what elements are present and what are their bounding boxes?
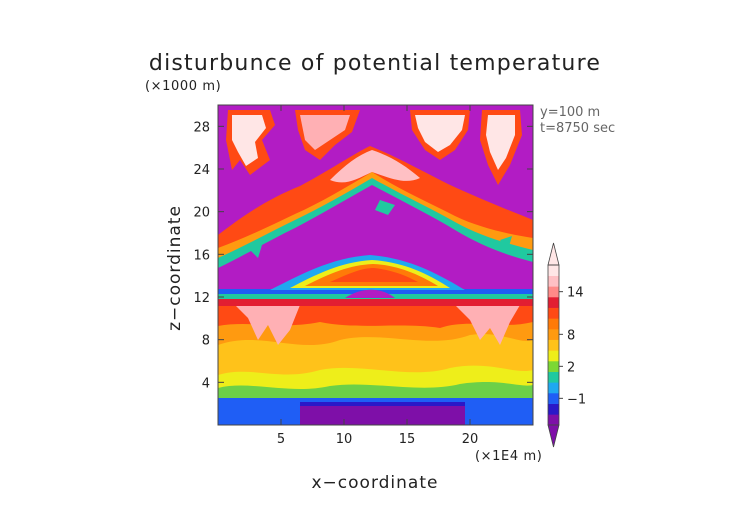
x-tick-label: 5	[277, 432, 285, 447]
patch-far-right-pink	[486, 115, 515, 170]
x-tick-label: 15	[399, 432, 416, 447]
y-axis-unit: (×1000 m)	[145, 79, 221, 94]
y-tick-label: 4	[202, 376, 210, 391]
upper-speckle	[250, 200, 512, 258]
colorbar-swatch	[548, 350, 559, 362]
colorbar-swatch	[548, 361, 559, 372]
green-band	[218, 382, 533, 403]
plot-frame	[217, 104, 534, 426]
colorbar-swatch	[548, 403, 559, 415]
colorbar-extend-bottom	[547, 424, 560, 448]
patch-left-pink	[232, 115, 266, 166]
colorbar-tick-label: −1	[567, 392, 586, 407]
colorbar-extend-top	[547, 242, 560, 266]
surface-edge	[300, 402, 465, 406]
annotation-y: y=100 m	[540, 105, 600, 120]
x-tick-label: 20	[462, 432, 479, 447]
colorbar-swatch	[548, 339, 559, 351]
dome-red	[330, 268, 418, 282]
chart-title: disturbunce of potential temperature	[149, 51, 601, 76]
surface-core	[300, 404, 465, 425]
colorbar-swatch	[548, 307, 559, 319]
patch-right-pink	[415, 115, 465, 152]
y-tick-label: 20	[193, 206, 210, 221]
dome-cap	[345, 289, 395, 298]
x-axis-ticks: 5 10 15 20	[277, 105, 478, 447]
colorbar-swatch	[548, 329, 559, 340]
colorbar-tick-label: 2	[567, 360, 575, 375]
colorbar-tick-label: 8	[567, 328, 575, 343]
colorbar-swatch	[548, 393, 559, 404]
colorbar-swatch	[548, 414, 559, 426]
colorbar: 14 8 2 −1	[547, 242, 586, 448]
colorbar-swatch	[548, 265, 559, 276]
colorbar-swatch	[548, 382, 559, 394]
x-axis-unit: (×1E4 m)	[475, 449, 542, 464]
inversion-red	[218, 298, 533, 306]
patch-center-light	[300, 115, 350, 150]
y-tick-label: 24	[193, 163, 210, 178]
pink-spires-left	[235, 305, 300, 345]
colorbar-swatch	[548, 297, 559, 308]
upper-arc-pink	[330, 150, 420, 183]
annotation-t: t=8750 sec	[540, 121, 615, 136]
y-tick-label: 16	[193, 248, 210, 263]
colorbar-swatch	[548, 275, 559, 287]
heatmap-field	[218, 105, 533, 425]
pink-spires-right	[455, 305, 520, 345]
y-tick-label: 12	[193, 291, 210, 306]
colorbar-swatch	[548, 371, 559, 383]
x-tick-label: 10	[336, 432, 353, 447]
colorbar-frame	[547, 264, 560, 426]
y-tick-label: 8	[202, 334, 210, 349]
colorbar-swatch	[548, 286, 559, 298]
x-axis-label: x−coordinate	[312, 473, 439, 493]
colorbar-tick-label: 14	[567, 286, 584, 301]
y-tick-label: 28	[193, 120, 210, 135]
y-axis-ticks: 4 8 12 16 20 24 28	[193, 120, 533, 391]
y-axis-label: z−coordinate	[165, 205, 185, 331]
colorbar-swatch	[548, 318, 559, 330]
